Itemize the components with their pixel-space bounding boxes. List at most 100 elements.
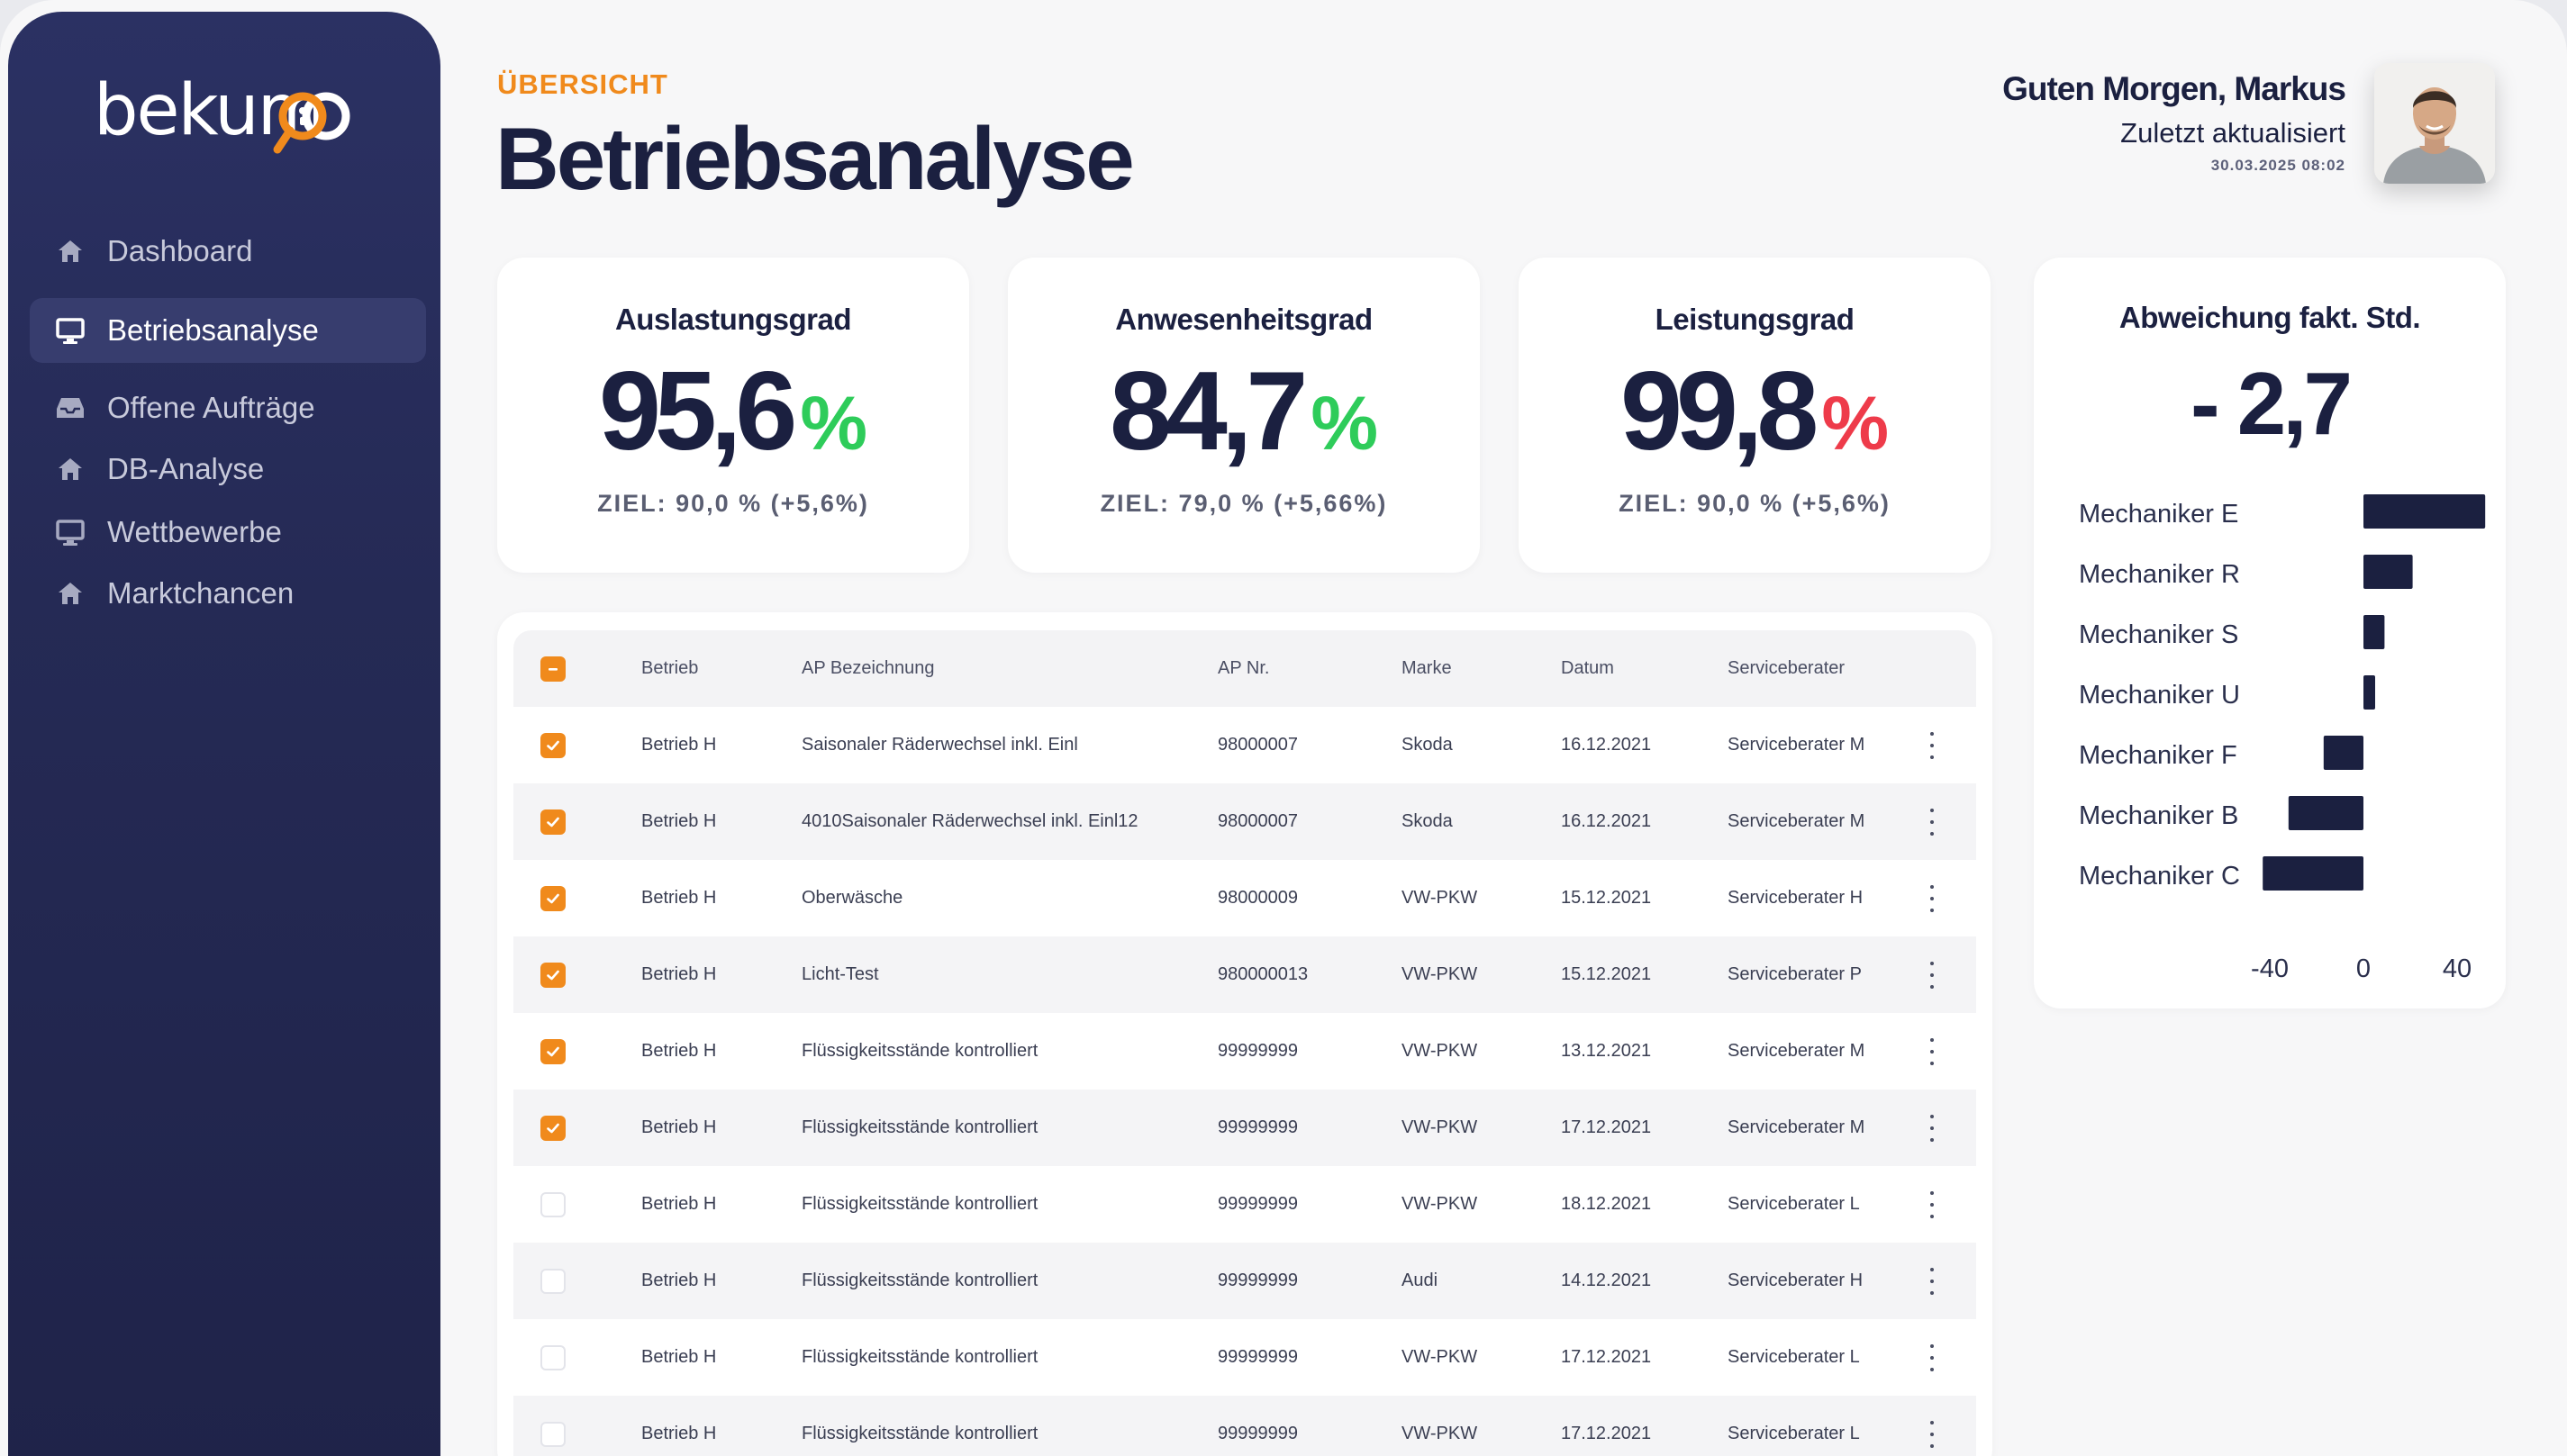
table-cell: Serviceberater P [1728, 964, 1862, 984]
home-icon [53, 452, 87, 486]
row-checkbox[interactable] [540, 1115, 566, 1141]
table-cell: Audi [1401, 1271, 1438, 1290]
table-cell: Betrieb H [641, 888, 717, 908]
table-cell: Flüssigkeitsstände kontrolliert [802, 1117, 1039, 1137]
row-checkbox[interactable] [540, 732, 566, 758]
greeting-block: Guten Morgen, Markus Zuletzt aktualisier… [2002, 70, 2346, 175]
sidebar-item-marktchancen[interactable]: Marktchancen [30, 561, 426, 626]
page-title: Betriebsanalyse [495, 109, 1135, 208]
row-checkbox[interactable] [540, 1421, 566, 1447]
row-more-icon[interactable] [1928, 1420, 1937, 1448]
row-checkbox[interactable] [540, 1268, 566, 1294]
row-checkbox[interactable] [540, 809, 566, 835]
row-checkbox[interactable] [540, 1191, 566, 1217]
sidebar-item-wettbewerbe[interactable]: Wettbewerbe [30, 500, 426, 565]
kpi-value: 95,6% [497, 353, 969, 470]
row-more-icon[interactable] [1928, 808, 1937, 836]
table-cell: Serviceberater H [1728, 888, 1864, 908]
table-cell: 14.12.2021 [1561, 1271, 1652, 1290]
sidebar-item-db-analyse[interactable]: DB-Analyse [30, 437, 426, 502]
table-cell: Serviceberater L [1728, 1347, 1860, 1367]
chart-category-label: Mechaniker C [2079, 862, 2240, 891]
chart-bar[interactable] [2363, 555, 2413, 589]
table-row[interactable]: Betrieb H Flüssigkeitsstände kontrolliert… [513, 1166, 1976, 1243]
chart-category-label: Mechaniker E [2079, 500, 2238, 529]
table-cell: Serviceberater M [1728, 735, 1865, 755]
table-row[interactable]: Betrieb H Flüssigkeitsstände kontrolliert… [513, 1396, 1976, 1456]
row-more-icon[interactable] [1928, 1190, 1937, 1218]
table-cell: 980000013 [1218, 964, 1309, 984]
kpi-value: 84,7% [1008, 353, 1480, 470]
row-more-icon[interactable] [1928, 1114, 1937, 1142]
column-header[interactable]: AP Bezeichnung [802, 658, 935, 678]
sidebar-item-offene-aufträge[interactable]: Offene Aufträge [30, 375, 426, 440]
table-row[interactable]: Betrieb H Flüssigkeitsstände kontrolliert… [513, 1319, 1976, 1396]
kpi-card-auslastungsgrad: Auslastungsgrad 95,6% ZIEL: 90,0 % (+5,6%) [497, 258, 969, 573]
avatar[interactable] [2374, 63, 2495, 184]
column-header[interactable]: AP Nr. [1218, 658, 1270, 678]
chart-bar[interactable] [2363, 494, 2486, 529]
sidebar-item-label: DB-Analyse [107, 452, 265, 485]
table-row[interactable]: Betrieb H 4010Saisonaler Räderwechsel ink… [513, 783, 1976, 860]
kpi-title: Anwesenheitsgrad [1115, 303, 1373, 336]
sidebar-item-dashboard[interactable]: Dashboard [30, 219, 426, 284]
kpi-value: 99,8% [1519, 353, 1991, 470]
sidebar-item-label: Marktchancen [107, 576, 295, 610]
table-row[interactable]: Betrieb H Licht-Test 980000013 VW-PKW 15.12.… [513, 936, 1976, 1013]
table-row[interactable]: Betrieb H Oberwäsche 98000009 VW-PKW 15.12.2… [513, 860, 1976, 936]
column-header[interactable]: Marke [1401, 658, 1452, 678]
chart-tick-label: -40 [2251, 954, 2289, 983]
table-cell: Betrieb H [641, 1347, 717, 1367]
table-row[interactable]: Betrieb H Saisonaler Räderwechsel inkl. E… [513, 707, 1976, 783]
table-cell: Betrieb H [641, 1117, 717, 1137]
table-row[interactable]: Betrieb H Flüssigkeitsstände kontrolliert… [513, 1243, 1976, 1319]
chart-bar[interactable] [2323, 736, 2363, 770]
table-cell: Saisonaler Räderwechsel inkl. Einl [802, 735, 1078, 755]
row-more-icon[interactable] [1928, 1343, 1937, 1371]
table-cell: 4010Saisonaler Räderwechsel inkl. Einl12 [802, 811, 1138, 831]
svg-text:bekum: bekum [94, 70, 324, 151]
chart-bar[interactable] [2288, 796, 2363, 830]
row-more-icon[interactable] [1928, 1267, 1937, 1295]
chart-bar[interactable] [2363, 615, 2385, 649]
brand-logo[interactable]: bekumo bekum [94, 64, 382, 154]
chart-bar[interactable] [2363, 675, 2375, 710]
deviation-value: - 2,7 [2190, 354, 2353, 453]
row-more-icon[interactable] [1928, 961, 1937, 989]
table-cell: Skoda [1401, 735, 1453, 755]
table-cell: 99999999 [1218, 1117, 1298, 1137]
table-cell: 17.12.2021 [1561, 1424, 1652, 1443]
kpi-target: ZIEL: 90,0 % (+5,6%) [1619, 490, 1891, 517]
column-header[interactable]: Betrieb [641, 658, 699, 678]
row-checkbox[interactable] [540, 885, 566, 911]
table-cell: 99999999 [1218, 1194, 1298, 1214]
table-cell: Betrieb H [641, 811, 717, 831]
table-cell: Serviceberater L [1728, 1424, 1860, 1443]
table-cell: VW-PKW [1401, 1347, 1478, 1367]
table-row[interactable]: Betrieb H Flüssigkeitsstände kontrolliert… [513, 1090, 1976, 1166]
column-header[interactable]: Serviceberater [1728, 658, 1846, 678]
sidebar-item-betriebsanalyse[interactable]: Betriebsanalyse [30, 298, 426, 363]
table-row[interactable]: Betrieb H Flüssigkeitsstände kontrolliert… [513, 1013, 1976, 1090]
table-cell: Betrieb H [641, 964, 717, 984]
row-more-icon[interactable] [1928, 1037, 1937, 1065]
table-cell: 99999999 [1218, 1271, 1298, 1290]
row-more-icon[interactable] [1928, 731, 1937, 759]
kpi-title: Auslastungsgrad [614, 303, 852, 336]
table-cell: VW-PKW [1401, 888, 1478, 908]
table-cell: Flüssigkeitsstände kontrolliert [802, 1194, 1039, 1214]
row-checkbox[interactable] [540, 962, 566, 988]
row-checkbox[interactable] [540, 1344, 566, 1370]
deviation-bar-chart: Mechaniker E Mechaniker R Mechaniker S Mech… [2079, 494, 2486, 983]
kpi-target: ZIEL: 79,0 % (+5,66%) [1100, 490, 1388, 517]
table-cell: 99999999 [1218, 1424, 1298, 1443]
row-checkbox[interactable] [540, 1038, 566, 1064]
column-header[interactable]: Datum [1561, 658, 1614, 678]
chart-tick-label: 40 [2443, 954, 2472, 983]
home-icon [53, 576, 87, 610]
row-more-icon[interactable] [1928, 884, 1937, 912]
chart-bar[interactable] [2263, 856, 2363, 891]
select-all-checkbox[interactable] [540, 656, 566, 682]
table-cell: 17.12.2021 [1561, 1347, 1652, 1367]
